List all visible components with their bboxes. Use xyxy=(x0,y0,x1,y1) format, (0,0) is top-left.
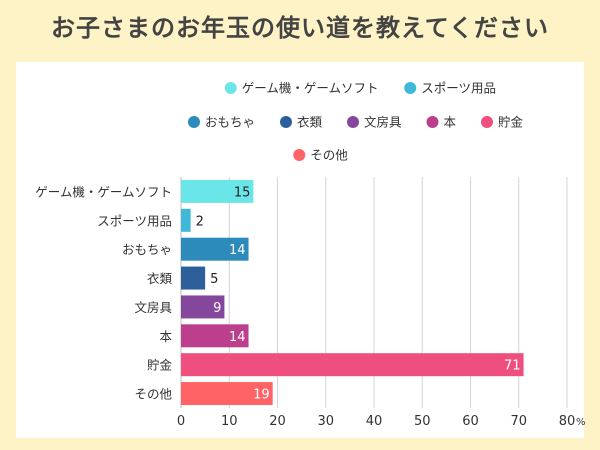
x-tick-label: 40 xyxy=(366,414,383,429)
x-unit-label: % xyxy=(576,417,586,428)
legend-marker xyxy=(224,82,237,94)
data-label: 5 xyxy=(210,272,218,287)
data-label: 2 xyxy=(196,214,204,229)
bar xyxy=(181,266,206,290)
data-label: 19 xyxy=(253,388,270,403)
y-category-label: その他 xyxy=(134,387,172,402)
legend-marker xyxy=(404,82,417,94)
bar xyxy=(181,295,225,319)
bar xyxy=(181,353,524,377)
y-category-label: 文房具 xyxy=(134,300,172,315)
bar xyxy=(181,382,273,406)
data-label: 15 xyxy=(234,185,251,200)
x-tick-label: 30 xyxy=(317,414,334,429)
x-tick-label: 20 xyxy=(269,414,286,429)
legend-label: スポーツ用品 xyxy=(421,81,496,96)
legend-marker xyxy=(481,116,494,128)
data-label: 9 xyxy=(213,301,221,316)
legend-marker xyxy=(187,116,200,128)
x-tick-label: 80 xyxy=(559,414,576,429)
y-category-label: おもちゃ xyxy=(122,242,172,257)
legend-label: 衣類 xyxy=(297,115,323,130)
bar xyxy=(181,179,254,203)
x-tick-label: 50 xyxy=(414,414,431,429)
x-tick-label: 0 xyxy=(177,414,185,429)
legend-label: ゲーム機・ゲームソフト xyxy=(242,81,379,96)
legend-marker xyxy=(293,149,306,161)
legend-label: その他 xyxy=(310,148,348,163)
legend-label: 文房具 xyxy=(364,115,402,130)
bar xyxy=(181,237,249,261)
legend-marker xyxy=(279,116,292,128)
legend-label: おもちゃ xyxy=(205,115,255,130)
y-category-label: ゲーム機・ゲームソフト xyxy=(35,184,172,199)
x-tick-label: 10 xyxy=(221,414,238,429)
page-title: お子さまのお年玉の使い道を教えてください xyxy=(50,14,550,42)
data-label: 71 xyxy=(504,359,521,374)
bar xyxy=(181,324,249,348)
legend-marker xyxy=(347,116,359,128)
y-category-label: スポーツ用品 xyxy=(97,213,172,228)
legend-label: 本 xyxy=(444,115,457,130)
y-category-label: 衣類 xyxy=(147,271,173,286)
data-label: 14 xyxy=(229,330,246,345)
legend-marker xyxy=(426,116,439,128)
x-tick-label: 60 xyxy=(462,414,479,429)
bar xyxy=(181,208,191,232)
legend-label: 貯金 xyxy=(498,115,524,130)
y-category-label: 貯金 xyxy=(147,358,173,373)
x-tick-label: 70 xyxy=(510,414,527,429)
y-category-label: 本 xyxy=(159,329,172,344)
data-label: 14 xyxy=(229,243,246,258)
